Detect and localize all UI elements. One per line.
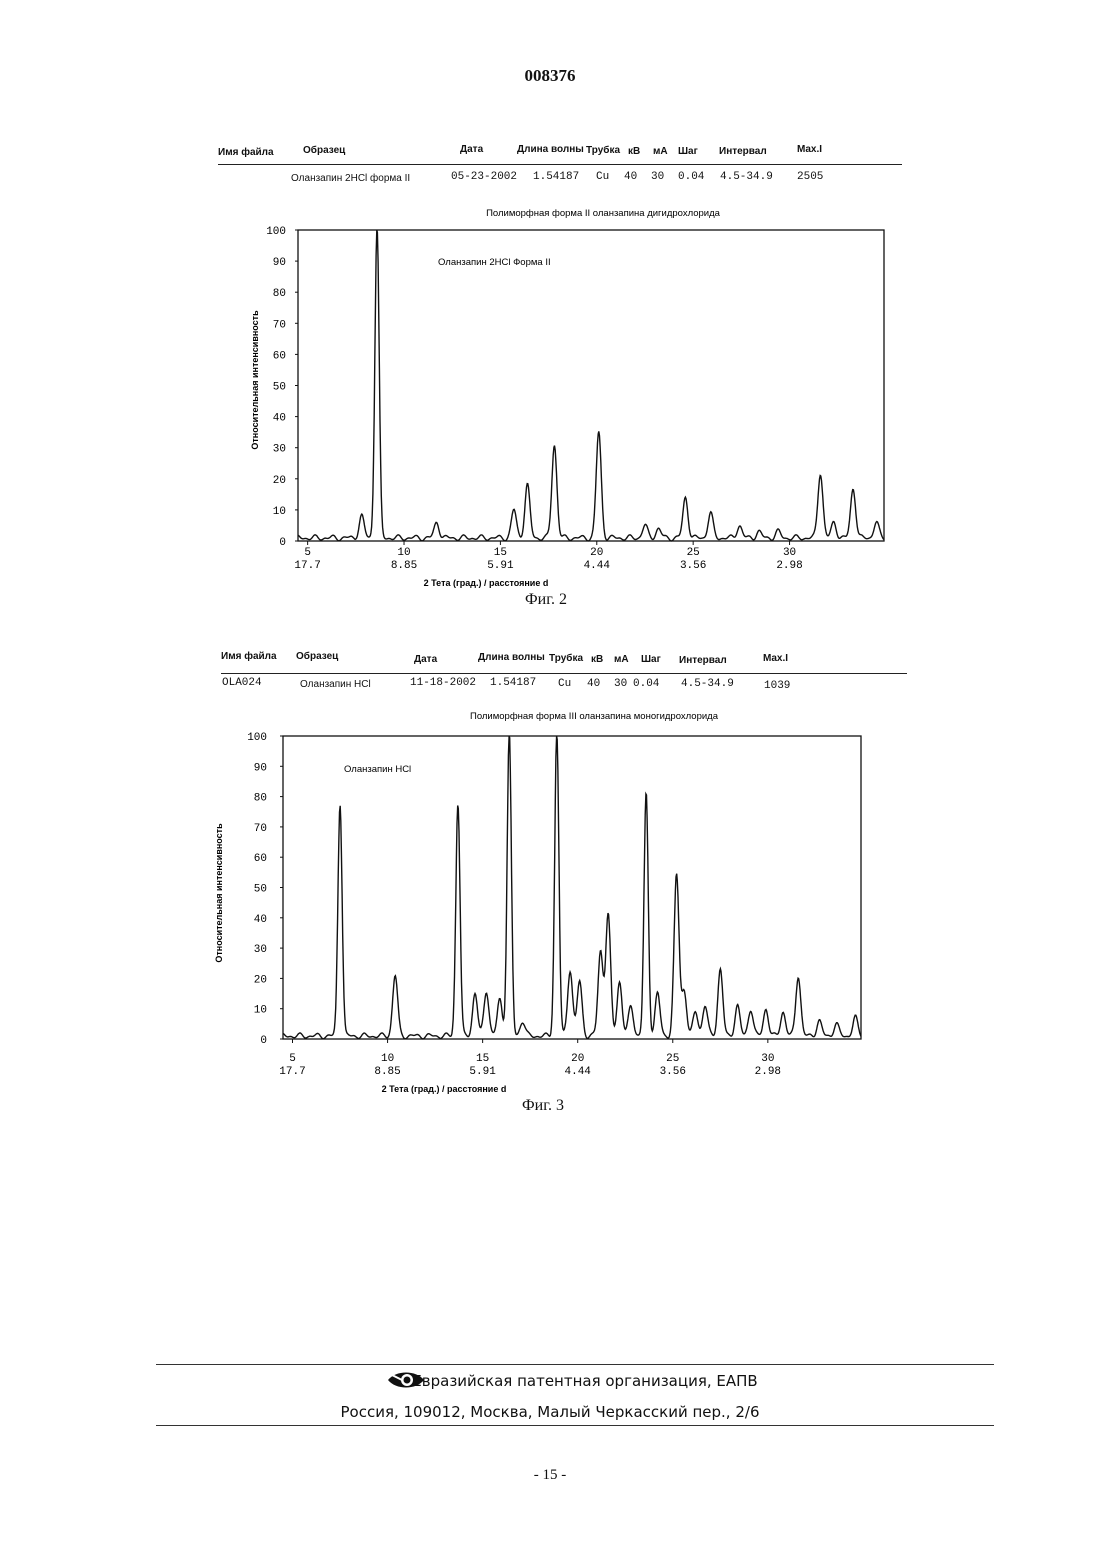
x-tick-label: 25: [666, 1053, 679, 1065]
footer-org: Евразийская патентная организация, ЕАПВ: [0, 1372, 1100, 1390]
y-tick-label: 20: [254, 974, 267, 986]
x-axis-label: 2 Тета (град.) / расстояние d: [382, 1084, 507, 1094]
x-tick-label: 10: [381, 1053, 394, 1065]
chart-annotation: Оланзапин HCl: [344, 764, 411, 775]
y-tick-label: 80: [254, 793, 267, 805]
x-tick-label: 15: [476, 1053, 489, 1065]
y-tick-label: 60: [254, 853, 267, 865]
y-tick-label: 40: [254, 914, 267, 926]
y-tick-label: 70: [254, 823, 267, 835]
x-tick-d-label: 17.7: [279, 1066, 305, 1078]
x-tick-label: 20: [571, 1053, 584, 1065]
y-tick-label: 30: [254, 944, 267, 956]
chart-title: Полиморфная форма III оланзапина моногид…: [470, 711, 719, 722]
y-tick-label: 10: [254, 1005, 267, 1017]
footer-bottom-rule: [156, 1425, 994, 1426]
x-tick-label: 30: [761, 1053, 774, 1065]
x-tick-label: 5: [289, 1053, 296, 1065]
figure-3-caption: Фиг. 3: [522, 1097, 564, 1115]
x-tick-d-label: 5.91: [469, 1066, 496, 1078]
y-tick-label: 0: [260, 1035, 267, 1047]
x-tick-d-label: 8.85: [374, 1066, 400, 1078]
y-tick-label: 90: [254, 762, 267, 774]
page-number: - 15 -: [0, 1467, 1100, 1484]
x-tick-d-label: 3.56: [660, 1066, 686, 1078]
y-tick-label: 50: [254, 884, 267, 896]
y-axis-label: Относительная интенсивность: [214, 823, 224, 963]
y-tick-label: 100: [247, 732, 267, 744]
diffraction-pattern-line: [283, 736, 861, 1039]
footer-top-rule: [156, 1364, 994, 1365]
x-tick-d-label: 2.98: [755, 1066, 781, 1078]
x-tick-d-label: 4.44: [565, 1066, 592, 1078]
xrd-chart-form-iii: Полиморфная форма III оланзапина моногид…: [0, 0, 1100, 1120]
figure-2-caption: Фиг. 2: [525, 591, 567, 609]
footer-address: Россия, 109012, Москва, Малый Черкасский…: [0, 1403, 1100, 1421]
